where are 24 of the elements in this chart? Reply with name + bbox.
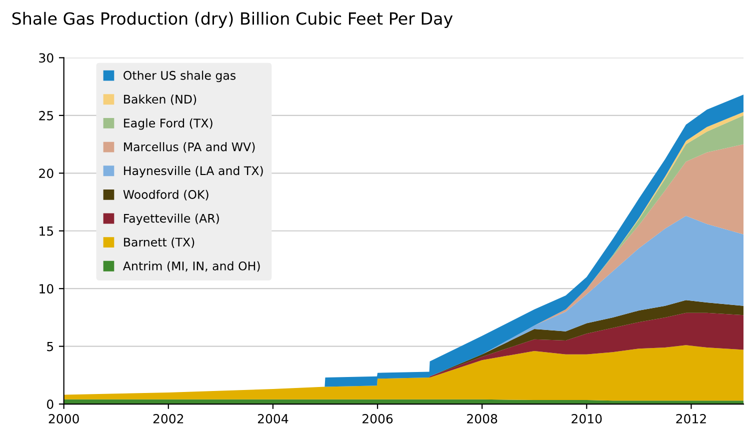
x-tick-label: 2012	[676, 414, 706, 424]
y-tick-label: 20	[39, 168, 54, 178]
legend-label: Other US shale gas	[124, 70, 236, 82]
legend-label: Haynesville (LA and TX)	[124, 166, 263, 178]
chart-title: Shale Gas Production (dry) Billion Cubic Feet Per Day	[12, 12, 453, 28]
x-tick-label: 2002	[153, 414, 184, 424]
y-tick-label: 30	[39, 53, 54, 63]
y-tick-label: 25	[39, 110, 54, 120]
y-tick-label: 5	[47, 342, 54, 352]
x-tick-label: 2006	[362, 414, 393, 424]
legend-label: Marcellus (PA and WV)	[124, 142, 255, 153]
legend-label: Bakken (ND)	[124, 94, 196, 106]
y-tick-label: 15	[40, 226, 54, 236]
x-tick-label: 2010	[572, 414, 602, 424]
x-tick-label: 2008	[467, 414, 498, 424]
y-tick-label: 0	[46, 400, 54, 409]
legend-label: Fayetteville (AR)	[124, 214, 219, 226]
legend-label: Antrim (MI, IN, and OH)	[122, 261, 260, 272]
legend-label: Eagle Ford (TX)	[124, 118, 212, 130]
x-tick-label: 2004	[258, 414, 288, 424]
y-tick-label: 10	[40, 284, 54, 294]
x-tick-label: 2000	[48, 414, 79, 424]
legend-label: Woodford (OK)	[123, 190, 208, 200]
legend-label: Barnett (TX)	[124, 237, 194, 248]
